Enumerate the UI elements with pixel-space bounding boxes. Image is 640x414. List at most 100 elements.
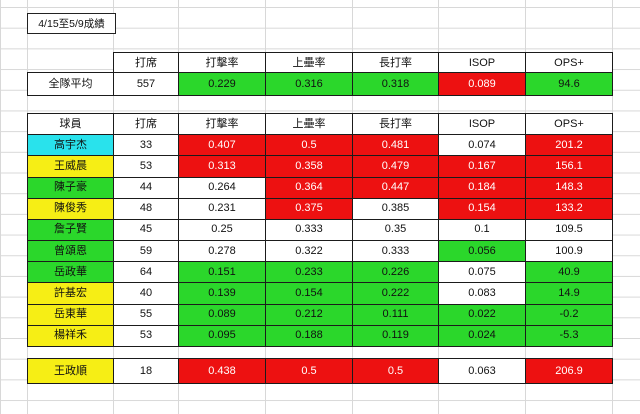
player-stat-cell[interactable]: 0.333 <box>266 219 352 241</box>
player-table-header-cell[interactable]: 長打率 <box>353 114 438 135</box>
player-stat-cell[interactable]: 55 <box>114 304 178 325</box>
team-average-stat-cell[interactable]: 0.316 <box>266 73 352 95</box>
player-stat-cell[interactable]: 0.1 <box>439 219 525 241</box>
player-name-cell[interactable]: 許基宏 <box>28 283 113 304</box>
player-stat-cell[interactable]: 0.278 <box>179 241 265 262</box>
player-stat-cell[interactable]: 14.9 <box>526 283 612 304</box>
player-stat-cell[interactable]: 48 <box>114 198 178 219</box>
player-stat-cell[interactable]: 0.375 <box>266 198 352 219</box>
player-stat-cell[interactable]: 45 <box>114 219 178 241</box>
player-name-cell[interactable]: 詹子賢 <box>28 219 113 241</box>
player-stat-cell[interactable]: 0.022 <box>439 304 525 325</box>
player-stat-cell[interactable]: 0.024 <box>439 325 525 346</box>
player-stat-cell[interactable]: 0.089 <box>179 304 265 325</box>
player-stat-cell[interactable]: -0.2 <box>526 304 612 325</box>
player-stat-cell[interactable]: 33 <box>114 135 178 156</box>
player-stat-cell[interactable]: 0.222 <box>353 283 438 304</box>
player-stat-cell[interactable]: 0.385 <box>353 198 438 219</box>
player-stat-cell[interactable]: 0.25 <box>179 219 265 241</box>
player-stat-cell[interactable]: 148.3 <box>526 177 612 198</box>
player-stat-cell[interactable]: 0.407 <box>179 135 265 156</box>
player-stat-cell[interactable]: 0.063 <box>439 359 525 383</box>
header-cell-pa[interactable]: 打席 <box>114 53 178 74</box>
team-average-stat-cell[interactable]: 0.318 <box>353 73 438 95</box>
player-name-cell[interactable]: 曾頌恩 <box>28 241 113 262</box>
player-stat-cell[interactable]: 0.364 <box>266 177 352 198</box>
player-stat-cell[interactable]: 0.056 <box>439 241 525 262</box>
player-stat-cell[interactable]: 53 <box>114 325 178 346</box>
team-average-row: 全隊平均 557 0.229 0.316 0.318 0.089 94.6 <box>27 72 613 96</box>
player-stat-cell[interactable]: 0.075 <box>439 262 525 283</box>
player-stat-cell[interactable]: 0.438 <box>179 359 265 383</box>
player-stat-cell[interactable]: 0.151 <box>179 262 265 283</box>
player-stat-cell[interactable]: 0.231 <box>179 198 265 219</box>
player-name-cell[interactable]: 王威晨 <box>28 156 113 177</box>
team-average-stat-cell[interactable]: 0.089 <box>439 73 525 95</box>
player-name-cell[interactable]: 王政順 <box>28 359 113 383</box>
header-cell-slg[interactable]: 長打率 <box>353 53 438 74</box>
player-stat-cell[interactable]: 0.139 <box>179 283 265 304</box>
header-cell-obp[interactable]: 上壘率 <box>266 53 352 74</box>
player-table-header-cell[interactable]: 上壘率 <box>266 114 352 135</box>
player-name-cell[interactable]: 岳政華 <box>28 262 113 283</box>
player-stat-cell[interactable]: 109.5 <box>526 219 612 241</box>
player-stat-cell[interactable]: 0.233 <box>266 262 352 283</box>
player-stat-cell[interactable]: 0.5 <box>353 359 438 383</box>
player-table-header-cell[interactable]: ISOP <box>439 114 525 135</box>
player-stat-cell[interactable]: 59 <box>114 241 178 262</box>
player-stat-cell[interactable]: 0.095 <box>179 325 265 346</box>
player-table-header-cell[interactable]: 打擊率 <box>179 114 265 135</box>
player-stat-cell[interactable]: 0.083 <box>439 283 525 304</box>
player-stat-cell[interactable]: 0.313 <box>179 156 265 177</box>
player-stat-cell[interactable]: 0.479 <box>353 156 438 177</box>
player-stat-cell[interactable]: 0.447 <box>353 177 438 198</box>
player-stat-cell[interactable]: 0.35 <box>353 219 438 241</box>
player-stat-cell[interactable]: 0.358 <box>266 156 352 177</box>
player-stat-cell[interactable]: 0.154 <box>266 283 352 304</box>
player-table-header-cell[interactable]: 球員 <box>28 114 113 135</box>
report-title-cell[interactable]: 4/15至5/9成績 <box>27 13 116 34</box>
player-name-cell[interactable]: 岳東華 <box>28 304 113 325</box>
player-stat-cell[interactable]: 40 <box>114 283 178 304</box>
team-average-label[interactable]: 全隊平均 <box>28 73 113 95</box>
player-stat-cell[interactable]: 0.119 <box>353 325 438 346</box>
player-stat-cell[interactable]: 40.9 <box>526 262 612 283</box>
player-stat-cell[interactable]: 0.226 <box>353 262 438 283</box>
summary-header-row: 打席 打擊率 上壘率 長打率 ISOP OPS+ <box>113 52 613 75</box>
player-stat-cell[interactable]: 18 <box>114 359 178 383</box>
header-cell-isop[interactable]: ISOP <box>439 53 525 74</box>
player-name-cell[interactable]: 陳子豪 <box>28 177 113 198</box>
player-stat-cell[interactable]: 0.212 <box>266 304 352 325</box>
player-table-header-cell[interactable]: 打席 <box>114 114 178 135</box>
player-table-header-cell[interactable]: OPS+ <box>526 114 612 135</box>
player-stat-cell[interactable]: 0.264 <box>179 177 265 198</box>
player-stat-cell[interactable]: 0.5 <box>266 359 352 383</box>
player-stat-cell[interactable]: 0.111 <box>353 304 438 325</box>
player-name-cell[interactable]: 陳俊秀 <box>28 198 113 219</box>
player-name-cell[interactable]: 楊祥禾 <box>28 325 113 346</box>
player-stat-cell[interactable]: 64 <box>114 262 178 283</box>
player-stat-cell[interactable]: -5.3 <box>526 325 612 346</box>
player-stat-cell[interactable]: 0.184 <box>439 177 525 198</box>
player-stat-cell[interactable]: 100.9 <box>526 241 612 262</box>
player-stat-cell[interactable]: 0.074 <box>439 135 525 156</box>
player-stat-cell[interactable]: 44 <box>114 177 178 198</box>
player-stat-cell[interactable]: 133.2 <box>526 198 612 219</box>
player-stat-cell[interactable]: 0.322 <box>266 241 352 262</box>
player-stat-cell[interactable]: 0.481 <box>353 135 438 156</box>
header-cell-avg[interactable]: 打擊率 <box>179 53 265 74</box>
player-name-cell[interactable]: 高宇杰 <box>28 135 113 156</box>
player-stat-cell[interactable]: 156.1 <box>526 156 612 177</box>
player-stat-cell[interactable]: 0.333 <box>353 241 438 262</box>
team-average-stat-cell[interactable]: 94.6 <box>526 73 612 95</box>
team-average-stat-cell[interactable]: 0.229 <box>179 73 265 95</box>
player-stat-cell[interactable]: 201.2 <box>526 135 612 156</box>
player-stat-cell[interactable]: 206.9 <box>526 359 612 383</box>
player-stat-cell[interactable]: 53 <box>114 156 178 177</box>
player-stat-cell[interactable]: 0.167 <box>439 156 525 177</box>
team-average-stat-cell[interactable]: 557 <box>114 73 178 95</box>
player-stat-cell[interactable]: 0.154 <box>439 198 525 219</box>
header-cell-opsplus[interactable]: OPS+ <box>526 53 612 74</box>
player-stat-cell[interactable]: 0.188 <box>266 325 352 346</box>
player-stat-cell[interactable]: 0.5 <box>266 135 352 156</box>
